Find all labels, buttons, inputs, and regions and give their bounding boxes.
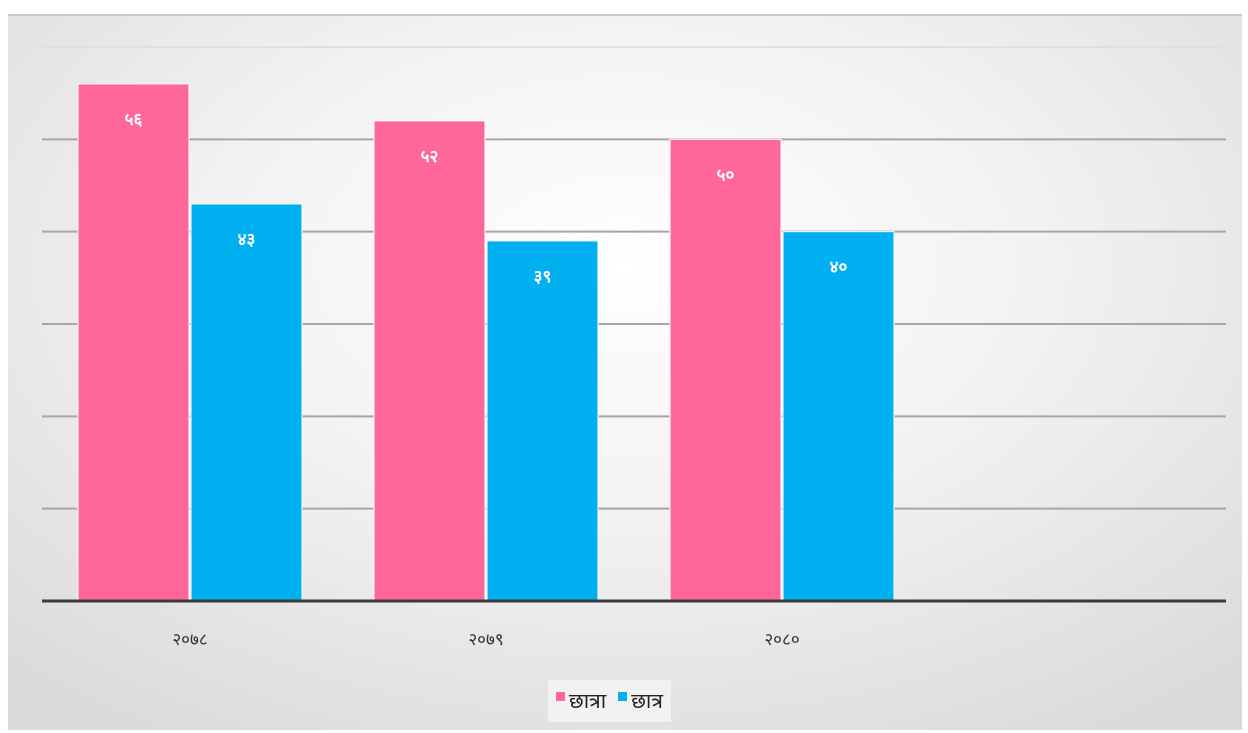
bar-girls-0 xyxy=(77,83,190,602)
bar-girls-1 xyxy=(373,120,486,602)
data-label-girls-2: ५० xyxy=(717,165,735,185)
legend-item-boys: छात्र xyxy=(618,687,663,715)
data-label-boys-2: ४० xyxy=(830,258,848,278)
legend-swatch-girls xyxy=(556,691,565,701)
data-label-boys-0: ४३ xyxy=(238,230,256,250)
x-tick-label-2: २०८० xyxy=(764,630,799,650)
bar-boys-0 xyxy=(190,203,303,602)
data-label-girls-0: ५६ xyxy=(125,110,143,130)
data-label-boys-1: ३९ xyxy=(534,267,552,287)
data-label-girls-1: ५२ xyxy=(421,147,439,167)
legend-swatch-boys xyxy=(618,691,628,701)
legend-item-girls: छात्रा xyxy=(556,687,606,715)
legend: छात्रा छात्र xyxy=(548,680,671,722)
legend-label-boys: छात्र xyxy=(631,689,663,713)
bar-girls-2 xyxy=(669,138,782,602)
bar-boys-1 xyxy=(486,240,599,602)
x-tick-label-0: २०७८ xyxy=(172,630,207,650)
x-tick-label-1: २०७९ xyxy=(468,630,503,650)
bar-boys-2 xyxy=(782,231,895,602)
legend-label-girls: छात्रा xyxy=(569,689,607,713)
